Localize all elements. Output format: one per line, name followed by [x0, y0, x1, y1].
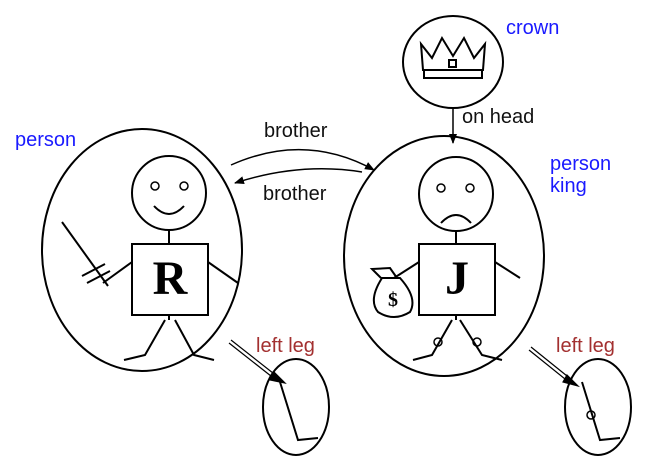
letter-j: J: [445, 252, 469, 305]
left-leg-r-node: [262, 358, 330, 456]
sword-icon: [61, 221, 111, 287]
brother-arrow-to-r: [234, 168, 363, 185]
left-leg-j-node: [564, 358, 632, 456]
dollar-sign: $: [388, 289, 398, 311]
letter-r: R: [153, 252, 189, 305]
brother-label-bottom: brother: [263, 183, 327, 205]
left-leg-arrow-r: [228, 339, 287, 384]
king-label: king: [550, 175, 587, 197]
left-leg-label-r: left leg: [256, 335, 315, 357]
person-j-node: [343, 135, 545, 377]
person-left-label: person: [15, 129, 76, 151]
left-leg-label-j: left leg: [556, 335, 615, 357]
leg-r-icon: [279, 381, 319, 442]
stick-figure-r: [61, 155, 239, 361]
crown-icon: [419, 35, 487, 79]
brother-label-top: brother: [264, 120, 328, 142]
left-leg-arrow-j: [528, 346, 581, 388]
smiling-face-icon: [131, 155, 207, 231]
money-bag-icon: [369, 266, 414, 318]
crown-label: crown: [506, 17, 559, 39]
on-head-label: on head: [462, 106, 534, 128]
frowning-face-icon: [418, 156, 494, 232]
leg-j-icon: [581, 381, 621, 442]
brother-arrow-to-j: [230, 148, 375, 171]
crown-node: [402, 15, 504, 109]
stick-figure-j: [369, 156, 521, 361]
knee-mark-icon: [586, 410, 596, 420]
person-right-label: person: [550, 153, 611, 175]
person-r-node: [41, 128, 243, 372]
